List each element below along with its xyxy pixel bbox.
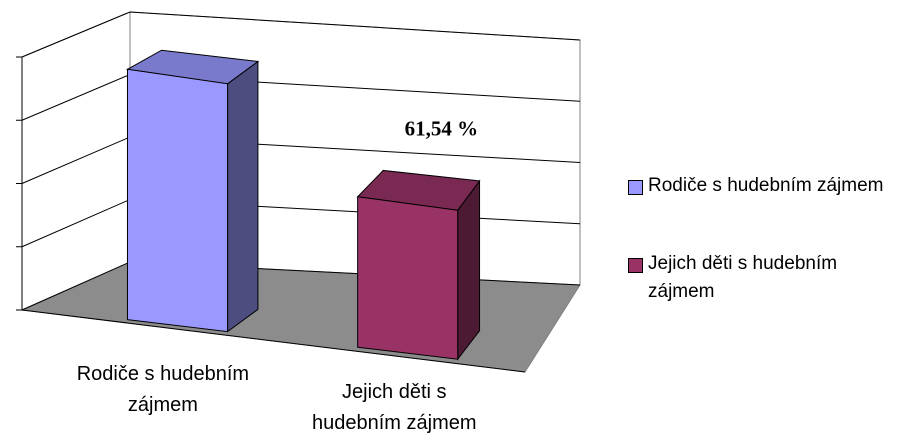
bar-front [126,68,229,333]
bar-side [227,60,259,333]
bar [356,169,481,361]
legend-swatch [628,258,643,273]
bar-side [457,179,481,361]
side-wall [21,11,131,311]
legend-label: Rodiče s hudebním zájmem [648,175,884,196]
bar-front [357,196,459,360]
x-axis [21,309,526,373]
grid-line [21,11,581,58]
legend-swatch [628,180,643,195]
bar [125,49,260,333]
x-tick-label: Rodiče s hudebním zájmem [76,362,250,416]
legend-label: Jejich děti s hudebním zájmem [648,253,838,302]
data-label: 61,54 % [405,117,479,141]
x-tick-label: Jejich děti s hudebním zájmem [312,381,477,435]
